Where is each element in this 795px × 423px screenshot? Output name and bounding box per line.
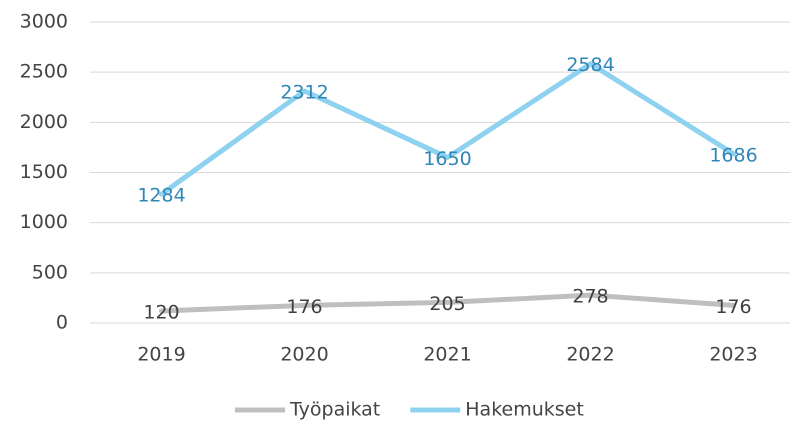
data-label: 1686: [709, 144, 757, 166]
legend-label: Hakemukset: [465, 399, 584, 421]
data-label: 120: [143, 301, 179, 323]
x-tick-label: 2019: [137, 344, 185, 366]
x-tick-label: 2021: [423, 344, 471, 366]
x-tick-label: 2023: [709, 344, 757, 366]
data-label: 176: [715, 296, 751, 318]
data-label: 1650: [423, 148, 471, 170]
y-tick-label: 3000: [20, 11, 68, 33]
series-line: [159, 292, 736, 314]
legend-label: Työpaikat: [289, 399, 380, 421]
x-tick-label: 2022: [566, 344, 614, 366]
y-tick-label: 500: [32, 261, 68, 283]
data-label: 2312: [280, 82, 328, 104]
y-tick-label: 0: [56, 312, 68, 334]
data-label: 205: [429, 293, 465, 315]
x-tick-label: 2020: [280, 344, 328, 366]
data-label: 176: [286, 296, 322, 318]
series-line: [159, 61, 736, 197]
y-tick-label: 1500: [20, 161, 68, 183]
y-tick-label: 2000: [20, 111, 68, 133]
data-label: 2584: [566, 54, 614, 76]
data-label: 278: [572, 286, 608, 308]
y-tick-label: 1000: [20, 211, 68, 233]
data-label: 1284: [137, 185, 185, 207]
y-tick-label: 2500: [20, 61, 68, 83]
